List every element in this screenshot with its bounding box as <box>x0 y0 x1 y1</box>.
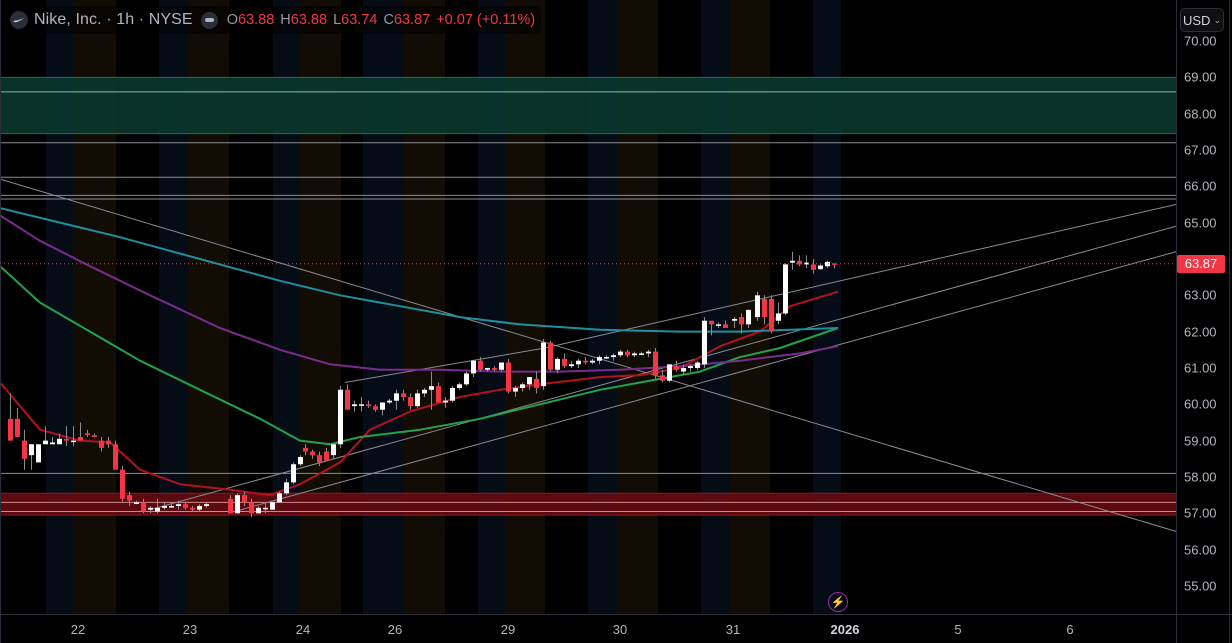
time-axis[interactable]: 22 23 24 26 29 30 31 2026 5 6 <box>0 615 1176 643</box>
currency-button[interactable]: USD ⌄ <box>1180 8 1224 32</box>
supply-zone <box>0 77 1176 134</box>
price-tick: 65.00 <box>1184 215 1217 231</box>
close-value: 63.87 <box>393 12 431 28</box>
price-tick: 63.00 <box>1184 287 1217 303</box>
open-value: 63.88 <box>237 12 275 28</box>
ohlc-values: O63.88 H63.88 L63.74 C63.87 <box>227 12 431 28</box>
candlesticks <box>8 251 837 517</box>
price-tick: 58.00 <box>1184 469 1217 485</box>
time-tick: 24 <box>295 622 311 637</box>
price-tick: 56.00 <box>1184 542 1217 558</box>
hide-series-icon[interactable] <box>200 11 218 29</box>
demand-zone <box>0 493 1176 516</box>
open-label: O <box>226 12 238 28</box>
time-tick: 22 <box>70 622 86 637</box>
symbol-title: Nike, Inc. · 1h · NYSE <box>34 11 193 28</box>
time-tick: 5 <box>954 622 962 637</box>
price-tick: 60.00 <box>1184 396 1217 412</box>
low-value: 63.74 <box>341 12 378 28</box>
price-tick: 62.00 <box>1184 324 1217 340</box>
currency-label: USD <box>1183 12 1211 28</box>
price-tick: 57.00 <box>1184 505 1217 521</box>
last-price-badge: 63.87 <box>1177 254 1225 273</box>
time-tick: 30 <box>612 622 628 637</box>
price-tick: 68.00 <box>1184 106 1217 122</box>
price-tick: 67.00 <box>1184 142 1217 158</box>
symbol-legend[interactable]: Nike, Inc. · 1h · NYSE O63.88 H63.88 L63… <box>6 6 542 34</box>
price-zones <box>0 76 1176 516</box>
price-chart-canvas[interactable] <box>0 0 1176 615</box>
close-label: C <box>383 12 394 28</box>
high-label: H <box>280 12 291 28</box>
low-label: L <box>333 12 342 28</box>
price-tick: 55.00 <box>1184 578 1217 594</box>
time-tick: 2026 <box>830 622 860 637</box>
time-tick: 31 <box>725 622 741 637</box>
chevron-down-icon: ⌄ <box>1213 14 1221 25</box>
events-lightning-icon[interactable]: ⚡ <box>828 592 848 612</box>
time-tick: 26 <box>387 622 403 637</box>
price-tick: 66.00 <box>1184 178 1217 194</box>
price-tick: 69.00 <box>1184 69 1217 85</box>
price-tick: 70.00 <box>1184 33 1217 49</box>
time-tick: 6 <box>1066 622 1074 637</box>
price-tick: 61.00 <box>1184 360 1217 376</box>
price-axis[interactable]: 70.00 69.00 68.00 67.00 66.00 65.00 63.00 62.00… <box>1176 0 1232 615</box>
time-tick: 23 <box>182 622 198 637</box>
horizontal-lines <box>0 142 1176 474</box>
price-tick: 59.00 <box>1184 433 1217 449</box>
high-value: 63.88 <box>290 12 328 28</box>
nike-logo-icon <box>10 11 28 29</box>
moving-averages <box>0 207 839 497</box>
price-change: +0.07 (+0.11%) <box>436 12 536 28</box>
time-tick: 29 <box>500 622 516 637</box>
